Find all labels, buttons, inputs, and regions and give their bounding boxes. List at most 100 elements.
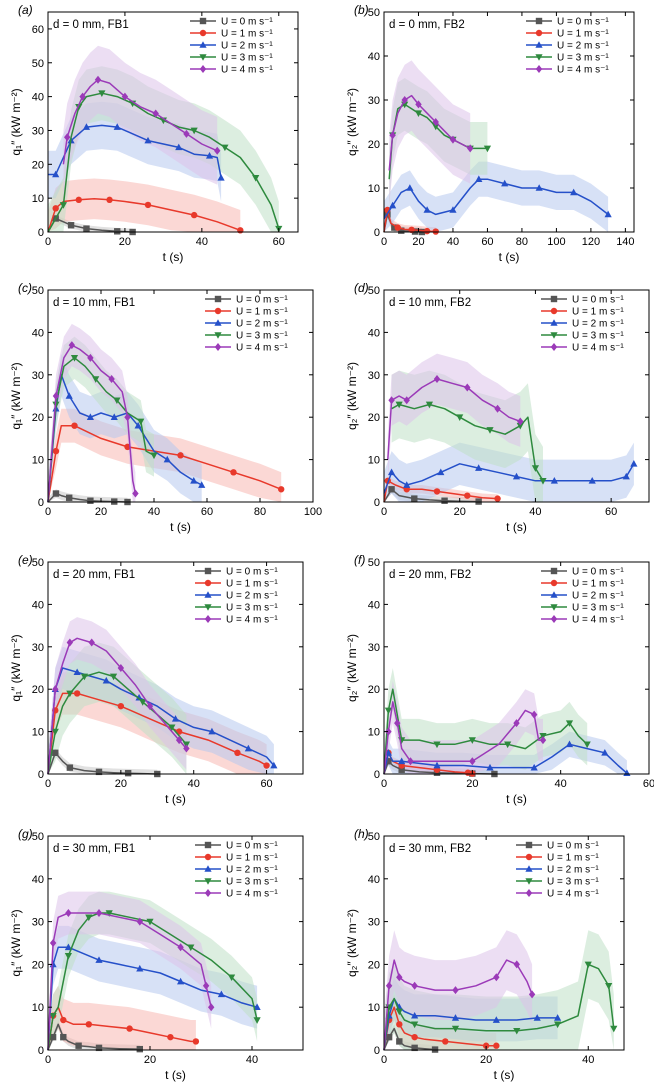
data-point (398, 757, 406, 765)
panel-letter: (h) (354, 827, 369, 841)
data-point (456, 414, 464, 421)
chart-panel-3: 0 20 40 60 80 100 0 10 20 30 40 50 t (s) q₁″ (kW m⁻²)… (9, 281, 322, 534)
data-point (95, 909, 103, 918)
data-point (66, 690, 74, 698)
data-point (389, 201, 397, 209)
data-point (106, 196, 113, 204)
series-line-1 (47, 424, 282, 503)
legend-label: U = 4 m s⁻¹ (221, 65, 273, 76)
legend-marker (204, 604, 212, 611)
x-tick-label: 20 (480, 1054, 492, 1066)
y-tick-label: 50 (368, 285, 380, 297)
x-tick-label: 60 (260, 778, 272, 790)
y-axis-label: q₁″ (kW m⁻²) (9, 634, 23, 701)
legend-marker (535, 17, 543, 25)
data-point (394, 719, 401, 728)
y-tick-label: 10 (32, 1002, 44, 1014)
data-point (52, 170, 60, 178)
y-tick-label: 20 (368, 959, 380, 971)
y-tick-label: 30 (32, 125, 44, 137)
legend-label: U = 1 m s⁻¹ (236, 307, 288, 318)
data-point (190, 127, 198, 135)
legend-marker (204, 615, 212, 623)
legend-label: U = 1 m s⁻¹ (557, 29, 609, 40)
data-point (94, 75, 102, 84)
data-point (475, 175, 483, 182)
x-tick-label: 80 (254, 506, 266, 518)
legend-marker (525, 865, 533, 872)
panel-title: d = 10 mm, FB1 (53, 297, 135, 309)
x-tick-label: 40 (529, 506, 541, 518)
data-point (105, 910, 113, 917)
data-point (66, 764, 74, 771)
data-point (64, 133, 71, 142)
uncertainty-band-4 (48, 891, 212, 1050)
data-point (134, 421, 142, 429)
panel-letter: (e) (18, 553, 33, 567)
data-point (385, 727, 392, 736)
legend-label: U = 0 m s⁻¹ (221, 17, 273, 28)
x-tick-label: 0 (45, 236, 51, 248)
data-point (601, 749, 609, 756)
y-tick-label: 30 (32, 642, 44, 654)
data-point (504, 741, 512, 749)
uncertainty-band-2 (384, 161, 609, 232)
data-point (530, 710, 538, 719)
x-tick-label: 60 (201, 506, 213, 518)
data-point (183, 129, 190, 138)
data-point (82, 123, 91, 130)
y-axis-label: q₁″ (kW m⁻²) (9, 909, 23, 976)
chart-panel-1: 0 20 40 60 0 10 20 30 40 50 60 t (s) q₁″ (kW m⁻²) (a)… (9, 3, 299, 264)
data-point (177, 977, 185, 985)
chart-panel-2: 0 20 40 60 80 100 120 140 0 10 20 30 40 50 t (s) q₂″ (k… (345, 3, 635, 264)
data-point (423, 206, 431, 213)
legend-marker (214, 295, 222, 303)
x-axis-label: t (s) (506, 520, 527, 534)
data-point (622, 472, 630, 480)
x-tick-label: 0 (45, 506, 51, 518)
plot-frame (383, 11, 635, 233)
data-point (95, 768, 103, 776)
x-tick-label: 40 (555, 778, 567, 790)
legend-label: U = 2 m s⁻¹ (226, 865, 278, 876)
y-tick-label: 50 (32, 557, 44, 569)
y-tick-label: 50 (32, 58, 44, 70)
series-line-0 (47, 752, 158, 775)
legend-marker (535, 29, 543, 37)
plot-frame (47, 561, 304, 775)
legend-label: U = 2 m s⁻¹ (572, 319, 624, 330)
data-point (108, 375, 115, 384)
x-tick-label: 40 (148, 506, 160, 518)
panel-letter: (g) (18, 827, 33, 841)
data-point (167, 1033, 174, 1041)
data-point (192, 1038, 200, 1045)
data-point (66, 638, 74, 647)
uncertainty-band-2 (384, 442, 634, 502)
x-tick-label: 20 (466, 778, 478, 790)
x-tick-label: 20 (144, 1054, 156, 1066)
data-point (117, 702, 125, 710)
y-tick-label: 0 (374, 1045, 380, 1057)
legend-label: U = 4 m s⁻¹ (557, 65, 609, 76)
data-point (177, 452, 184, 459)
data-point (565, 720, 574, 727)
y-tick-label: 30 (32, 917, 44, 929)
data-point (75, 103, 83, 111)
data-point (126, 1025, 133, 1032)
data-point (146, 918, 154, 926)
x-tick-label: 60 (481, 236, 493, 248)
data-point (531, 465, 540, 472)
legend-marker (199, 65, 207, 73)
data-point (144, 201, 152, 209)
data-point (391, 224, 398, 231)
x-tick-label: 60 (605, 506, 617, 518)
data-point (449, 135, 457, 144)
y-tick-label: 50 (368, 7, 380, 19)
y-tick-label: 0 (38, 497, 44, 509)
data-point (396, 1038, 403, 1045)
data-point (493, 973, 500, 982)
data-point (171, 715, 180, 722)
uncertainty-band-1 (48, 985, 196, 1050)
y-tick-label: 30 (368, 370, 380, 382)
data-point (394, 224, 401, 231)
